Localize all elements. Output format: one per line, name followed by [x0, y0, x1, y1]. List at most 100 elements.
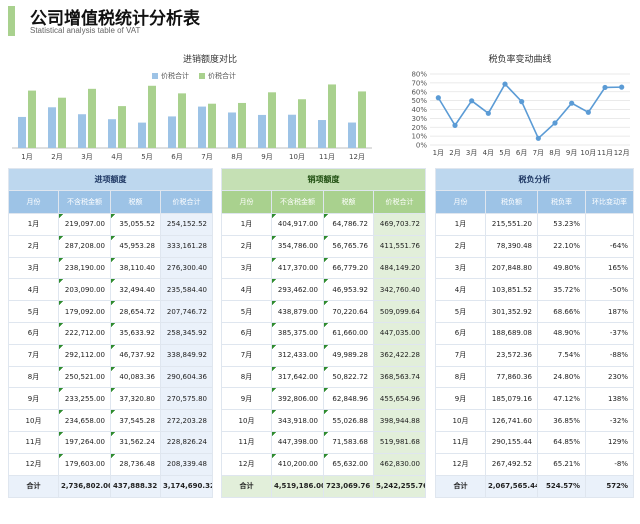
value-cell[interactable]: 28,654.72: [110, 300, 161, 323]
value-cell[interactable]: 68.66%: [537, 300, 586, 323]
value-cell[interactable]: 126,741.60: [485, 409, 538, 432]
value-cell[interactable]: 61,660.00: [323, 321, 374, 345]
month-cell[interactable]: 5月: [8, 300, 59, 323]
value-cell[interactable]: 185,079.16: [485, 387, 538, 411]
month-cell[interactable]: 11月: [435, 430, 486, 454]
value-cell[interactable]: 7.54%: [537, 343, 586, 367]
value-cell[interactable]: 66,779.20: [323, 256, 374, 280]
value-cell[interactable]: 71,583.68: [323, 430, 374, 454]
month-cell[interactable]: 4月: [221, 278, 272, 302]
value-cell[interactable]: 53.23%: [537, 213, 586, 236]
value-cell[interactable]: 28,736.48: [110, 452, 161, 476]
value-cell[interactable]: 250,521.00: [58, 365, 111, 389]
value-cell[interactable]: 267,492.52: [485, 452, 538, 476]
value-cell[interactable]: 65,632.00: [323, 452, 374, 476]
month-cell[interactable]: 5月: [435, 300, 486, 323]
value-cell[interactable]: 24.80%: [537, 365, 586, 389]
value-cell[interactable]: 207,746.72: [160, 300, 213, 323]
value-cell[interactable]: 410,200.00: [271, 452, 324, 476]
value-cell[interactable]: 354,786.00: [271, 234, 324, 258]
value-cell[interactable]: 233,255.00: [58, 387, 111, 411]
value-cell[interactable]: 235,584.40: [160, 278, 213, 302]
value-cell[interactable]: 272,203.28: [160, 409, 213, 432]
value-cell[interactable]: 342,760.40: [373, 278, 426, 302]
value-cell[interactable]: 103,851.52: [485, 278, 538, 302]
value-cell[interactable]: 219,097.00: [58, 213, 111, 236]
month-cell[interactable]: 10月: [8, 409, 59, 432]
value-cell[interactable]: 392,806.00: [271, 387, 324, 411]
value-cell[interactable]: 37,320.80: [110, 387, 161, 411]
month-cell[interactable]: 7月: [221, 343, 272, 367]
month-cell[interactable]: 4月: [8, 278, 59, 302]
value-cell[interactable]: 46,737.92: [110, 343, 161, 367]
value-cell[interactable]: 222,712.00: [58, 321, 111, 345]
value-cell[interactable]: 179,603.00: [58, 452, 111, 476]
month-cell[interactable]: 3月: [435, 256, 486, 280]
value-cell[interactable]: 258,345.92: [160, 321, 213, 345]
value-cell[interactable]: 228,826.24: [160, 430, 213, 454]
value-cell[interactable]: 56,765.76: [323, 234, 374, 258]
month-cell[interactable]: 12月: [8, 452, 59, 476]
value-cell[interactable]: 385,375.00: [271, 321, 324, 345]
value-cell[interactable]: 312,433.00: [271, 343, 324, 367]
value-cell[interactable]: 62,848.96: [323, 387, 374, 411]
value-cell[interactable]: -37%: [585, 321, 634, 345]
month-cell[interactable]: 2月: [435, 234, 486, 258]
value-cell[interactable]: 208,339.48: [160, 452, 213, 476]
value-cell[interactable]: 462,830.00: [373, 452, 426, 476]
month-cell[interactable]: 3月: [8, 256, 59, 280]
value-cell[interactable]: 22.10%: [537, 234, 586, 258]
value-cell[interactable]: 35,055.52: [110, 213, 161, 236]
value-cell[interactable]: 417,370.00: [271, 256, 324, 280]
value-cell[interactable]: 197,264.00: [58, 430, 111, 454]
value-cell[interactable]: 509,099.64: [373, 300, 426, 323]
value-cell[interactable]: 368,563.74: [373, 365, 426, 389]
value-cell[interactable]: 38,110.40: [110, 256, 161, 280]
value-cell[interactable]: 287,208.00: [58, 234, 111, 258]
value-cell[interactable]: 35,633.92: [110, 321, 161, 345]
value-cell[interactable]: -88%: [585, 343, 634, 367]
value-cell[interactable]: 45,953.28: [110, 234, 161, 258]
value-cell[interactable]: 165%: [585, 256, 634, 280]
value-cell[interactable]: 238,190.00: [58, 256, 111, 280]
month-cell[interactable]: 11月: [8, 430, 59, 454]
value-cell[interactable]: 362,422.28: [373, 343, 426, 367]
value-cell[interactable]: 129%: [585, 430, 634, 454]
month-cell[interactable]: 1月: [221, 213, 272, 236]
value-cell[interactable]: 469,703.72: [373, 213, 426, 236]
value-cell[interactable]: 50,822.72: [323, 365, 374, 389]
month-cell[interactable]: 9月: [221, 387, 272, 411]
month-cell[interactable]: 12月: [435, 452, 486, 476]
value-cell[interactable]: 32,494.40: [110, 278, 161, 302]
value-cell[interactable]: 398,944.88: [373, 409, 426, 432]
value-cell[interactable]: 49,989.28: [323, 343, 374, 367]
value-cell[interactable]: 188,689.08: [485, 321, 538, 345]
value-cell[interactable]: 455,654.96: [373, 387, 426, 411]
value-cell[interactable]: 338,849.92: [160, 343, 213, 367]
value-cell[interactable]: -8%: [585, 452, 634, 476]
value-cell[interactable]: 64,786.72: [323, 213, 374, 236]
value-cell[interactable]: 77,860.36: [485, 365, 538, 389]
month-cell[interactable]: 12月: [221, 452, 272, 476]
month-cell[interactable]: 6月: [221, 321, 272, 345]
value-cell[interactable]: 215,551.20: [485, 213, 538, 236]
month-cell[interactable]: 2月: [221, 234, 272, 258]
value-cell[interactable]: 343,918.00: [271, 409, 324, 432]
value-cell[interactable]: 31,562.24: [110, 430, 161, 454]
value-cell[interactable]: 46,953.92: [323, 278, 374, 302]
value-cell[interactable]: 64.85%: [537, 430, 586, 454]
value-cell[interactable]: 70,220.64: [323, 300, 374, 323]
value-cell[interactable]: 65.21%: [537, 452, 586, 476]
value-cell[interactable]: 333,161.28: [160, 234, 213, 258]
value-cell[interactable]: 293,462.00: [271, 278, 324, 302]
value-cell[interactable]: 230%: [585, 365, 634, 389]
month-cell[interactable]: 3月: [221, 256, 272, 280]
month-cell[interactable]: 10月: [435, 409, 486, 432]
value-cell[interactable]: 55,026.88: [323, 409, 374, 432]
month-cell[interactable]: 11月: [221, 430, 272, 454]
month-cell[interactable]: 9月: [8, 387, 59, 411]
value-cell[interactable]: 447,398.00: [271, 430, 324, 454]
value-cell[interactable]: 179,092.00: [58, 300, 111, 323]
value-cell[interactable]: 270,575.80: [160, 387, 213, 411]
month-cell[interactable]: 1月: [435, 213, 486, 236]
